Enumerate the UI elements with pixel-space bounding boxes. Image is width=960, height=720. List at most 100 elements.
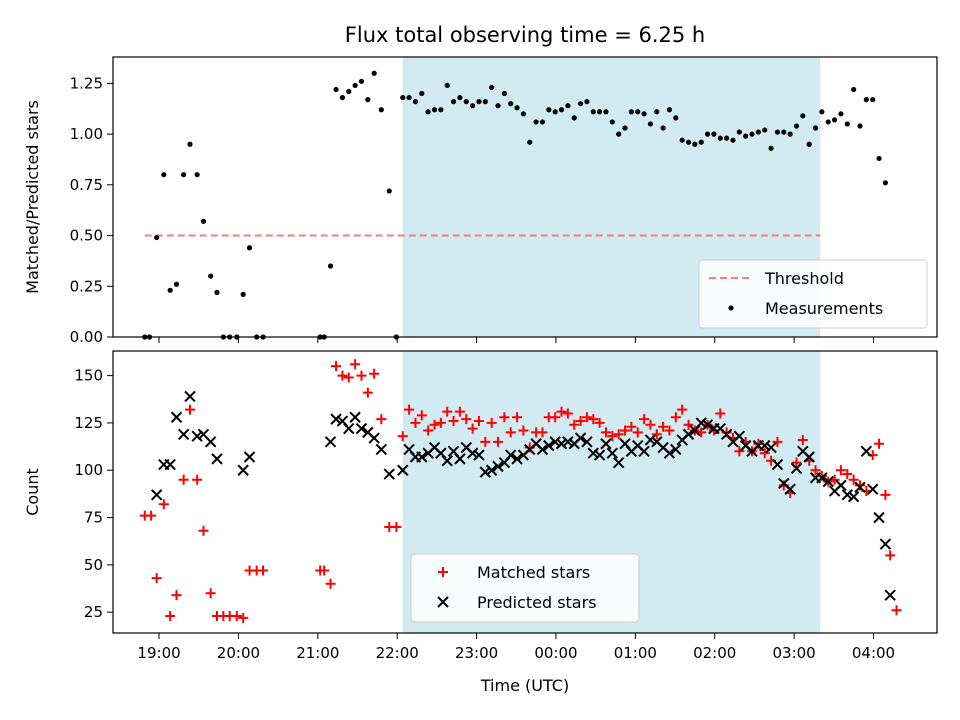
data-point <box>577 101 584 107</box>
data-point <box>171 590 182 601</box>
data-point <box>651 429 662 440</box>
data-point <box>444 82 450 89</box>
data-point <box>319 565 330 576</box>
data-point <box>324 436 337 448</box>
x-tick-label: 01:00 <box>614 644 657 662</box>
data-point <box>749 131 755 137</box>
top-panel: 0.00 0.25 0.50 0.75 1.00 1.25 Matched/Predict… <box>23 56 938 346</box>
series-measurements <box>142 70 889 340</box>
data-point <box>419 90 425 97</box>
legend-label: Predicted stars <box>477 593 597 612</box>
data-point <box>343 372 354 383</box>
data-point <box>806 141 812 147</box>
data-point <box>593 449 606 461</box>
x-tick-label: 19:00 <box>137 644 180 662</box>
data-point <box>632 427 643 438</box>
data-point <box>397 464 409 476</box>
data-point <box>376 414 387 425</box>
series-predicted-stars <box>150 390 896 601</box>
data-point <box>533 119 539 125</box>
data-point <box>327 263 334 269</box>
data-point <box>658 421 669 432</box>
data-point <box>879 538 892 550</box>
legend-item: Measurements <box>728 299 883 318</box>
data-point <box>378 107 384 113</box>
data-point <box>178 474 189 485</box>
data-point <box>448 416 459 427</box>
data-point <box>410 417 421 428</box>
legend-swatch <box>728 305 734 311</box>
data-point <box>375 443 388 456</box>
data-point <box>835 479 847 492</box>
data-point <box>569 419 580 430</box>
data-point <box>609 119 615 125</box>
data-point <box>173 281 180 287</box>
data-point <box>346 88 352 95</box>
data-point <box>743 133 749 139</box>
data-point <box>406 94 412 101</box>
x-tick-label: 21:00 <box>296 644 339 662</box>
data-point <box>231 610 242 621</box>
data-point <box>603 109 609 115</box>
data-point <box>793 123 800 129</box>
data-point <box>590 109 596 115</box>
data-point <box>511 453 523 465</box>
data-point <box>457 94 463 101</box>
data-point <box>514 105 520 111</box>
data-point <box>454 453 466 465</box>
data-point <box>473 449 485 461</box>
data-point <box>851 86 857 93</box>
data-point <box>429 419 440 430</box>
data-point <box>842 469 853 480</box>
data-point <box>416 410 427 421</box>
data-point <box>352 82 358 89</box>
data-point <box>884 589 896 601</box>
data-point <box>258 565 269 576</box>
data-point <box>841 489 854 501</box>
data-point <box>214 289 220 295</box>
data-point <box>238 612 249 623</box>
data-point <box>438 107 444 113</box>
data-point <box>170 411 183 423</box>
top-y-ticks: 0.00 0.25 0.50 0.75 1.00 1.25 <box>70 74 113 346</box>
data-point <box>847 491 860 503</box>
legend-label: Threshold <box>764 269 844 288</box>
data-point <box>588 414 599 425</box>
data-point <box>597 109 603 115</box>
data-point <box>442 406 453 417</box>
data-point <box>350 359 361 370</box>
data-point <box>771 458 784 471</box>
data-point <box>701 419 714 431</box>
data-point <box>677 404 688 415</box>
top-y-axis-label: Matched/Predicted stars <box>23 100 42 294</box>
legend-swatch <box>438 567 448 577</box>
data-point <box>885 550 896 561</box>
data-point <box>198 525 209 536</box>
data-point <box>874 438 885 449</box>
data-point <box>682 428 695 440</box>
x-tick-label: 23:00 <box>455 644 498 662</box>
legend-box <box>410 553 640 623</box>
data-point <box>150 489 163 501</box>
legend-item: Predicted stars <box>437 593 597 612</box>
data-point <box>383 468 395 480</box>
data-point <box>638 445 650 458</box>
top-axes-frame <box>112 56 938 338</box>
data-point <box>784 483 796 495</box>
bottom-y-ticks: 25 50 75 100 125 150 <box>74 367 113 621</box>
bottom-x-ticks: 19:00 20:00 21:00 22:00 23:00 00:00 01:00 02:00… <box>137 633 895 662</box>
data-point <box>854 481 866 493</box>
data-point <box>243 451 256 463</box>
top-legend: Threshold Measurements <box>698 259 928 329</box>
y-tick-label: 0.25 <box>70 277 103 295</box>
data-point <box>698 139 704 145</box>
data-point <box>200 218 207 224</box>
legend-label: Measurements <box>765 299 883 318</box>
top-series <box>142 70 889 340</box>
data-point <box>575 416 586 427</box>
data-point <box>555 438 568 450</box>
data-point <box>356 370 367 381</box>
data-point <box>581 436 593 448</box>
data-point <box>607 431 618 442</box>
data-point <box>790 462 803 475</box>
